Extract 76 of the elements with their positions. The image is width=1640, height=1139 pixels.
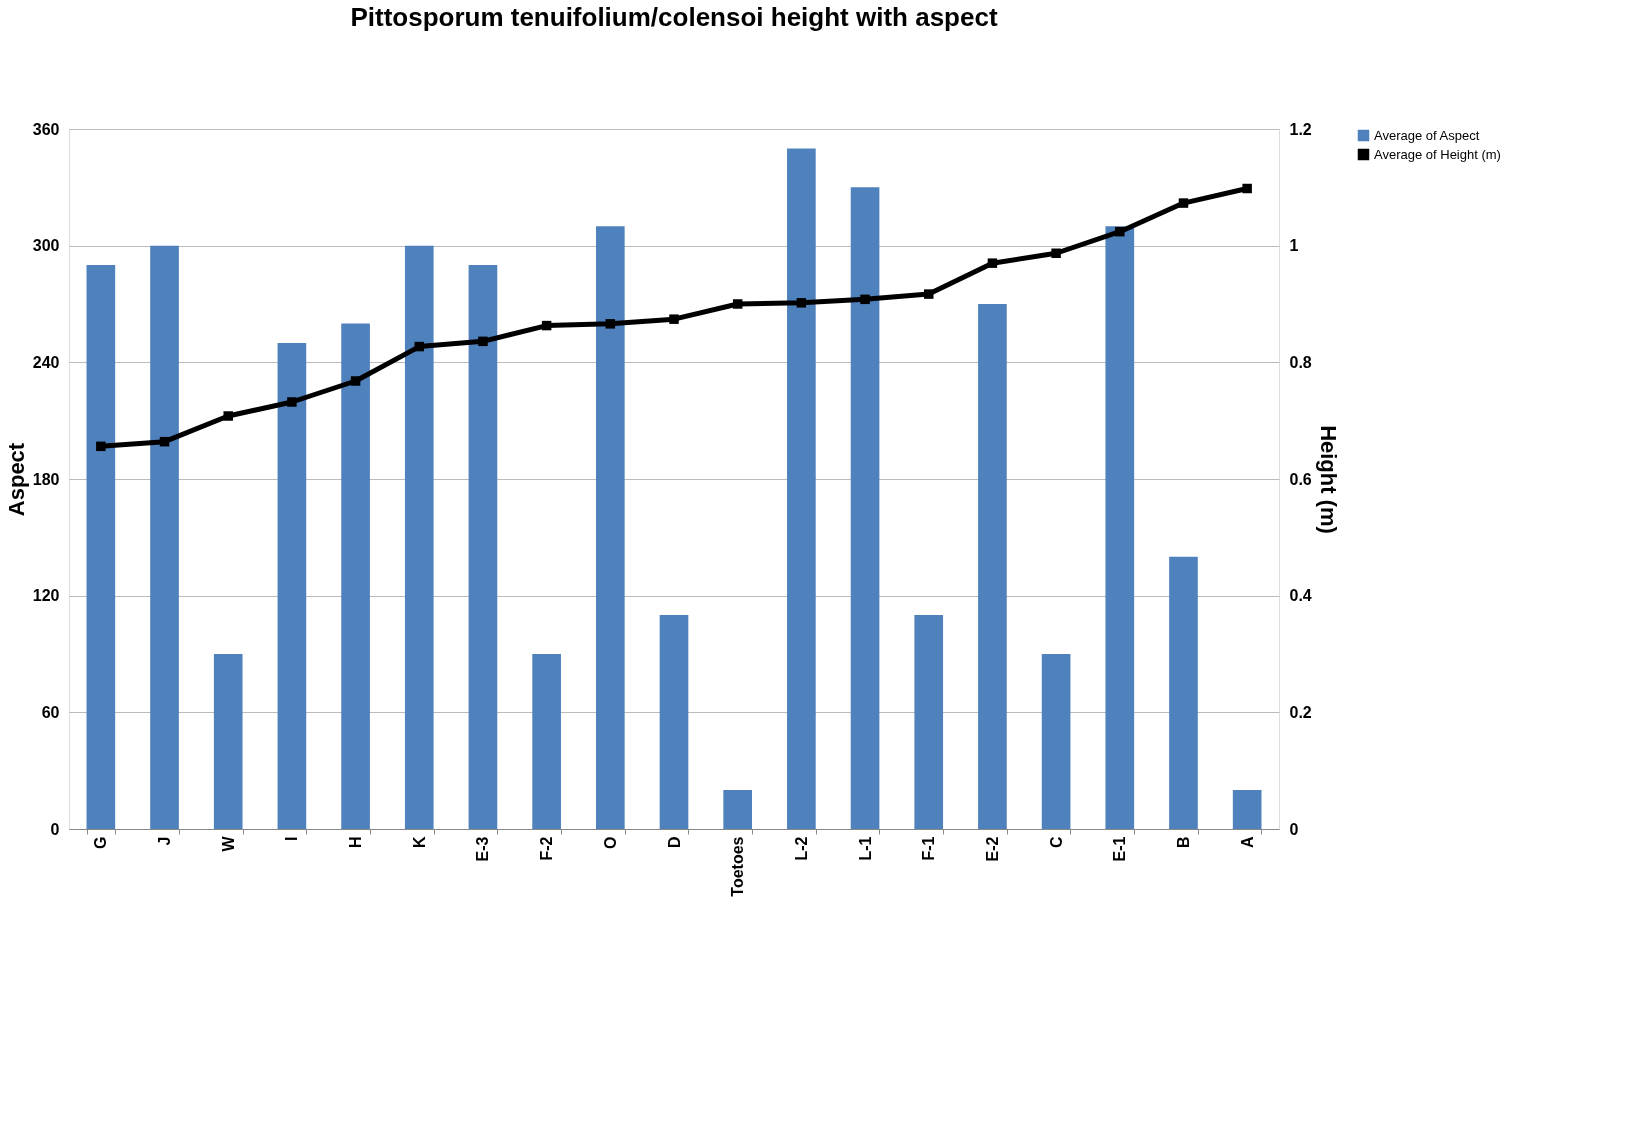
x-tick-label: F-2 xyxy=(538,836,556,861)
x-tick-label: D xyxy=(665,836,683,849)
bar xyxy=(723,790,753,829)
point xyxy=(987,258,998,268)
point xyxy=(732,299,743,309)
x-tick-label: F-1 xyxy=(920,836,938,861)
x-tick-label: J xyxy=(156,836,174,846)
y-tick-label: 300 xyxy=(32,237,60,255)
y2-tick-label: 0 xyxy=(1289,820,1299,838)
y2-tick-label: 0.8 xyxy=(1289,353,1312,371)
bar xyxy=(659,615,689,829)
y2-tick-label: 0.2 xyxy=(1289,703,1312,721)
point xyxy=(1242,183,1252,194)
x-tick-label: W xyxy=(219,835,237,852)
x-tick-label: A xyxy=(1238,836,1256,849)
y2-tick-label: 0.4 xyxy=(1289,587,1312,605)
point xyxy=(923,289,934,299)
bar xyxy=(978,304,1007,829)
point xyxy=(414,341,425,352)
y-tick-label: 120 xyxy=(32,587,60,605)
bar xyxy=(1232,790,1262,829)
bar xyxy=(468,265,498,829)
point xyxy=(669,314,679,324)
x-tick-label: H xyxy=(347,836,365,849)
bar xyxy=(150,245,179,829)
x-tick-label: O xyxy=(601,836,619,849)
x-tick-label: G xyxy=(92,836,110,849)
bar xyxy=(1041,654,1071,829)
x-tick-label: C xyxy=(1047,836,1065,849)
y-tick-label: 0 xyxy=(50,820,60,838)
point xyxy=(159,436,170,447)
point xyxy=(860,294,870,305)
y-tick-label: 360 xyxy=(32,120,60,138)
y2-tick-label: 1 xyxy=(1289,237,1299,255)
bar xyxy=(532,654,561,829)
y2-tick-label: 1.2 xyxy=(1289,120,1312,138)
x-tick-label: L-2 xyxy=(792,836,810,861)
x-tick-label: L-1 xyxy=(856,836,874,861)
x-tick-label: E-2 xyxy=(983,836,1001,862)
x-tick-label: B xyxy=(1174,836,1192,849)
x-tick-label: K xyxy=(410,836,428,849)
point xyxy=(96,441,106,452)
x-tick-label: Toetoes xyxy=(729,836,747,897)
point xyxy=(796,298,807,308)
bar xyxy=(850,187,880,829)
point xyxy=(541,320,552,331)
point xyxy=(478,336,488,347)
y-axis-title: Aspect xyxy=(3,442,29,517)
bar xyxy=(1169,556,1198,829)
bar xyxy=(595,226,625,829)
bar xyxy=(277,342,307,829)
bar xyxy=(787,148,816,829)
bar xyxy=(404,245,434,829)
point xyxy=(223,411,233,421)
bar xyxy=(341,323,370,829)
x-tick-label: I xyxy=(283,836,301,841)
bar xyxy=(914,615,944,829)
x-tick-label: E-3 xyxy=(474,836,492,862)
y-tick-label: 60 xyxy=(41,703,60,721)
point xyxy=(350,376,361,386)
point xyxy=(1178,198,1189,208)
point xyxy=(1051,248,1061,258)
chart-title: Pittosporum tenuifolium/colensoi height with aspect xyxy=(350,2,998,32)
bar xyxy=(86,265,116,829)
x-tick-label: E-1 xyxy=(1111,836,1129,862)
point xyxy=(287,397,297,407)
legend-label: Average of Aspect xyxy=(1374,127,1480,143)
point xyxy=(605,319,616,329)
y2-tick-label: 0.6 xyxy=(1289,470,1312,488)
bar xyxy=(213,654,243,829)
y-tick-label: 180 xyxy=(32,470,60,488)
bar xyxy=(1105,226,1135,829)
point xyxy=(1115,226,1125,237)
legend-label: Average of Height (m) xyxy=(1374,146,1501,162)
y-tick-label: 240 xyxy=(32,353,60,371)
y2-axis-title: Height (m) xyxy=(1315,425,1341,534)
